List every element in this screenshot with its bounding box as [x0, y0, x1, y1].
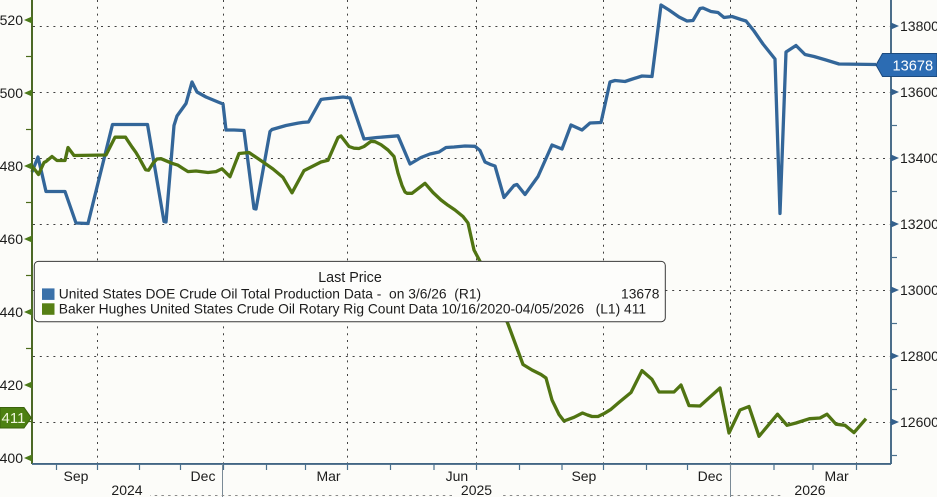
svg-text:2026: 2026: [794, 482, 825, 497]
svg-text:12600: 12600: [900, 414, 937, 430]
svg-text:440: 440: [0, 304, 23, 320]
svg-text:500: 500: [0, 85, 23, 101]
svg-text:420: 420: [0, 377, 23, 393]
svg-text:12800: 12800: [900, 348, 937, 364]
svg-text:2024: 2024: [111, 482, 142, 497]
svg-text:13000: 13000: [900, 282, 937, 298]
svg-text:United States DOE Crude Oil To: United States DOE Crude Oil Total Produc…: [59, 287, 481, 302]
svg-text:13678: 13678: [621, 287, 660, 302]
svg-text:460: 460: [0, 231, 23, 247]
svg-text:13200: 13200: [900, 216, 937, 232]
svg-text:480: 480: [0, 158, 23, 174]
svg-text:Mar: Mar: [825, 468, 849, 484]
svg-text:Sep: Sep: [571, 468, 596, 484]
svg-text:13600: 13600: [900, 84, 937, 100]
svg-text:Dec: Dec: [191, 468, 216, 484]
svg-text:2025: 2025: [461, 482, 492, 497]
svg-text:13800: 13800: [900, 18, 937, 34]
svg-text:520: 520: [0, 12, 23, 28]
svg-text:Jun: Jun: [446, 468, 469, 484]
svg-text:Baker Hughes United States Cru: Baker Hughes United States Crude Oil Rot…: [59, 302, 646, 317]
svg-text:400: 400: [0, 450, 23, 466]
svg-text:Dec: Dec: [698, 468, 723, 484]
svg-text:411: 411: [2, 410, 26, 427]
svg-text:13678: 13678: [893, 59, 934, 75]
svg-text:13400: 13400: [900, 150, 937, 166]
svg-text:Mar: Mar: [316, 468, 340, 484]
svg-text:Last Price: Last Price: [318, 270, 382, 286]
svg-text:Sep: Sep: [64, 468, 89, 484]
